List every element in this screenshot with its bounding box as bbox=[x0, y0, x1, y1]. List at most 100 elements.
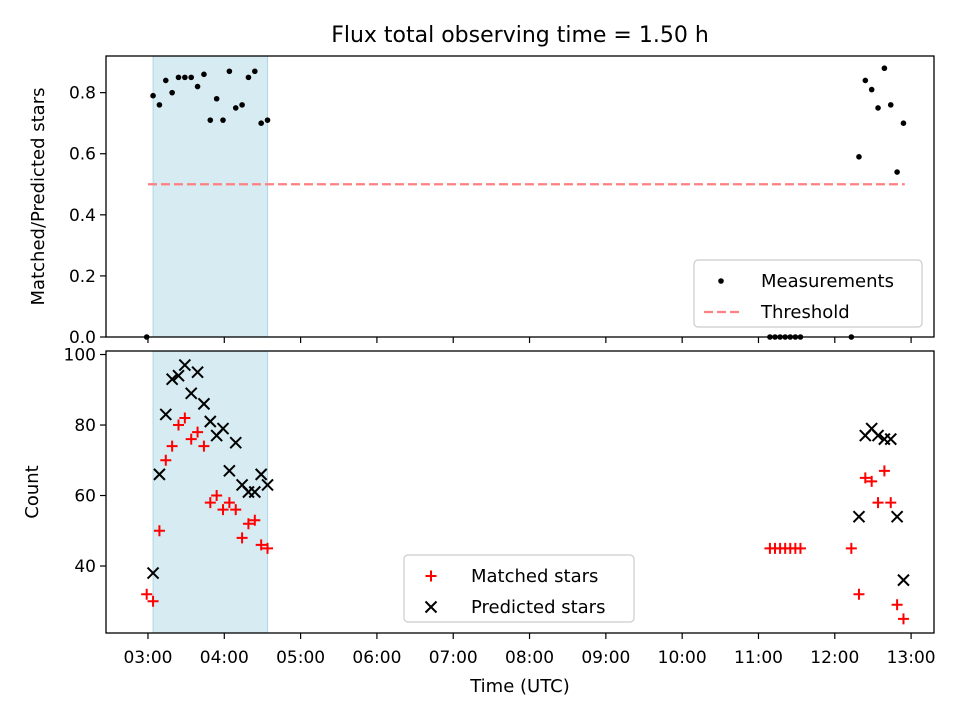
bottom-series-matched-stars bbox=[141, 412, 909, 625]
bottom-legend-box bbox=[403, 554, 635, 623]
measurement-point bbox=[156, 102, 163, 108]
measurement-point bbox=[900, 120, 907, 126]
predicted-stars-point bbox=[216, 422, 230, 435]
matched-stars-point bbox=[255, 539, 267, 551]
x-axis-label: Time (UTC) bbox=[469, 676, 570, 697]
bottom-series-predicted-stars bbox=[146, 358, 910, 587]
chart-title: Flux total observing time = 1.50 h bbox=[331, 23, 709, 48]
matched-stars-point bbox=[262, 542, 274, 554]
bottom-highlight-span bbox=[152, 350, 269, 634]
top-legend-label: Threshold bbox=[760, 302, 850, 323]
matched-stars-point bbox=[885, 497, 897, 509]
measurement-point bbox=[182, 74, 188, 81]
matched-stars-point bbox=[217, 504, 229, 516]
matched-stars-point bbox=[897, 613, 909, 625]
predicted-stars-point bbox=[254, 468, 268, 481]
measurement-point bbox=[239, 102, 245, 108]
predicted-stars-point bbox=[185, 387, 198, 400]
measurement-point bbox=[258, 120, 264, 126]
top-y-tick-label: 0.2 bbox=[69, 267, 96, 287]
x-tick-label: 06:00 bbox=[352, 648, 401, 668]
predicted-stars-point bbox=[890, 510, 904, 523]
matched-stars-point bbox=[230, 504, 242, 516]
matched-stars-point bbox=[853, 588, 865, 600]
x-tick-label: 13:00 bbox=[887, 648, 936, 668]
bottom-axes-frame bbox=[105, 350, 935, 634]
predicted-stars-point bbox=[884, 432, 897, 446]
top-legend-box bbox=[693, 259, 923, 328]
x-tick-label: 05:00 bbox=[276, 648, 325, 668]
predicted-stars-point bbox=[165, 372, 179, 386]
measurement-point bbox=[220, 117, 226, 123]
predicted-stars-point bbox=[172, 369, 185, 382]
matched-stars-point bbox=[204, 497, 216, 509]
predicted-stars-point bbox=[852, 510, 866, 523]
bottom-y-tick-label: 40 bbox=[74, 557, 96, 577]
predicted-stars-point bbox=[223, 464, 236, 478]
matched-stars-point bbox=[166, 440, 178, 452]
predicted-stars-point bbox=[197, 397, 211, 411]
predicted-stars-point bbox=[178, 358, 192, 372]
measurement-point bbox=[162, 77, 169, 84]
bottom-legend-plus-swatch bbox=[425, 570, 437, 582]
matched-stars-point bbox=[859, 472, 871, 484]
measurement-point bbox=[887, 102, 894, 108]
measurement-point bbox=[169, 89, 175, 96]
matched-stars-point bbox=[147, 595, 159, 607]
top-highlight-span bbox=[152, 55, 269, 338]
matched-stars-point bbox=[891, 599, 903, 611]
matched-stars-point bbox=[192, 426, 204, 438]
measurement-point bbox=[175, 74, 182, 81]
x-tick-label: 03:00 bbox=[123, 648, 172, 668]
x-tick-label: 10:00 bbox=[658, 648, 707, 668]
measurement-point bbox=[201, 71, 207, 78]
top-legend-dot-swatch bbox=[718, 278, 724, 284]
top-y-axis-label: Matched/Predicted stars bbox=[28, 88, 49, 306]
matched-stars-point bbox=[160, 454, 172, 466]
measurement-point bbox=[188, 74, 195, 81]
top-y-tick-label: 0.4 bbox=[69, 206, 96, 226]
predicted-stars-point bbox=[229, 436, 242, 449]
predicted-stars-point bbox=[261, 478, 274, 492]
measurement-point bbox=[868, 86, 875, 93]
x-tick-label: 12:00 bbox=[810, 648, 859, 668]
matched-stars-point bbox=[185, 433, 197, 445]
measurement-point bbox=[875, 105, 881, 111]
top-y-tick-label: 0.6 bbox=[69, 145, 96, 165]
top-y-tick-label: 0.8 bbox=[69, 84, 96, 104]
measurement-point bbox=[213, 95, 220, 102]
measurement-point bbox=[894, 169, 900, 175]
x-tick-label: 09:00 bbox=[581, 648, 630, 668]
predicted-stars-point bbox=[159, 408, 172, 421]
measurement-point bbox=[862, 77, 869, 84]
matched-stars-point bbox=[179, 412, 191, 424]
top-series-measurements bbox=[143, 65, 907, 340]
measurement-point bbox=[207, 117, 214, 123]
matched-stars-point bbox=[242, 518, 254, 530]
bottom-legend-x-swatch bbox=[424, 600, 438, 614]
measurement-point bbox=[264, 117, 271, 123]
bottom-panel: 40 60 80 100 Count 03:00 04:00 05:00 06:00 07:00 0… bbox=[22, 346, 936, 668]
matched-stars-point bbox=[872, 497, 884, 509]
x-tick-label: 08:00 bbox=[505, 648, 554, 668]
predicted-stars-point bbox=[871, 429, 885, 442]
matched-stars-point bbox=[141, 588, 153, 600]
matched-stars-point bbox=[845, 542, 857, 554]
matched-stars-point bbox=[236, 532, 248, 544]
predicted-stars-point bbox=[153, 468, 166, 481]
bottom-y-tick-label: 80 bbox=[74, 416, 96, 436]
matched-stars-point bbox=[249, 514, 261, 526]
bottom-y-tick-label: 60 bbox=[74, 487, 96, 507]
matched-stars-point bbox=[878, 465, 890, 477]
measurement-point bbox=[856, 153, 862, 160]
measurement-point bbox=[232, 105, 239, 111]
predicted-stars-point bbox=[204, 415, 217, 428]
matched-stars-point bbox=[223, 497, 235, 509]
measurement-point bbox=[245, 74, 252, 81]
measurement-point bbox=[194, 83, 201, 90]
predicted-stars-point bbox=[248, 485, 262, 499]
predicted-stars-point bbox=[897, 573, 910, 587]
bottom-y-axis-label: Count bbox=[22, 465, 43, 518]
top-legend-label: Measurements bbox=[761, 271, 894, 292]
